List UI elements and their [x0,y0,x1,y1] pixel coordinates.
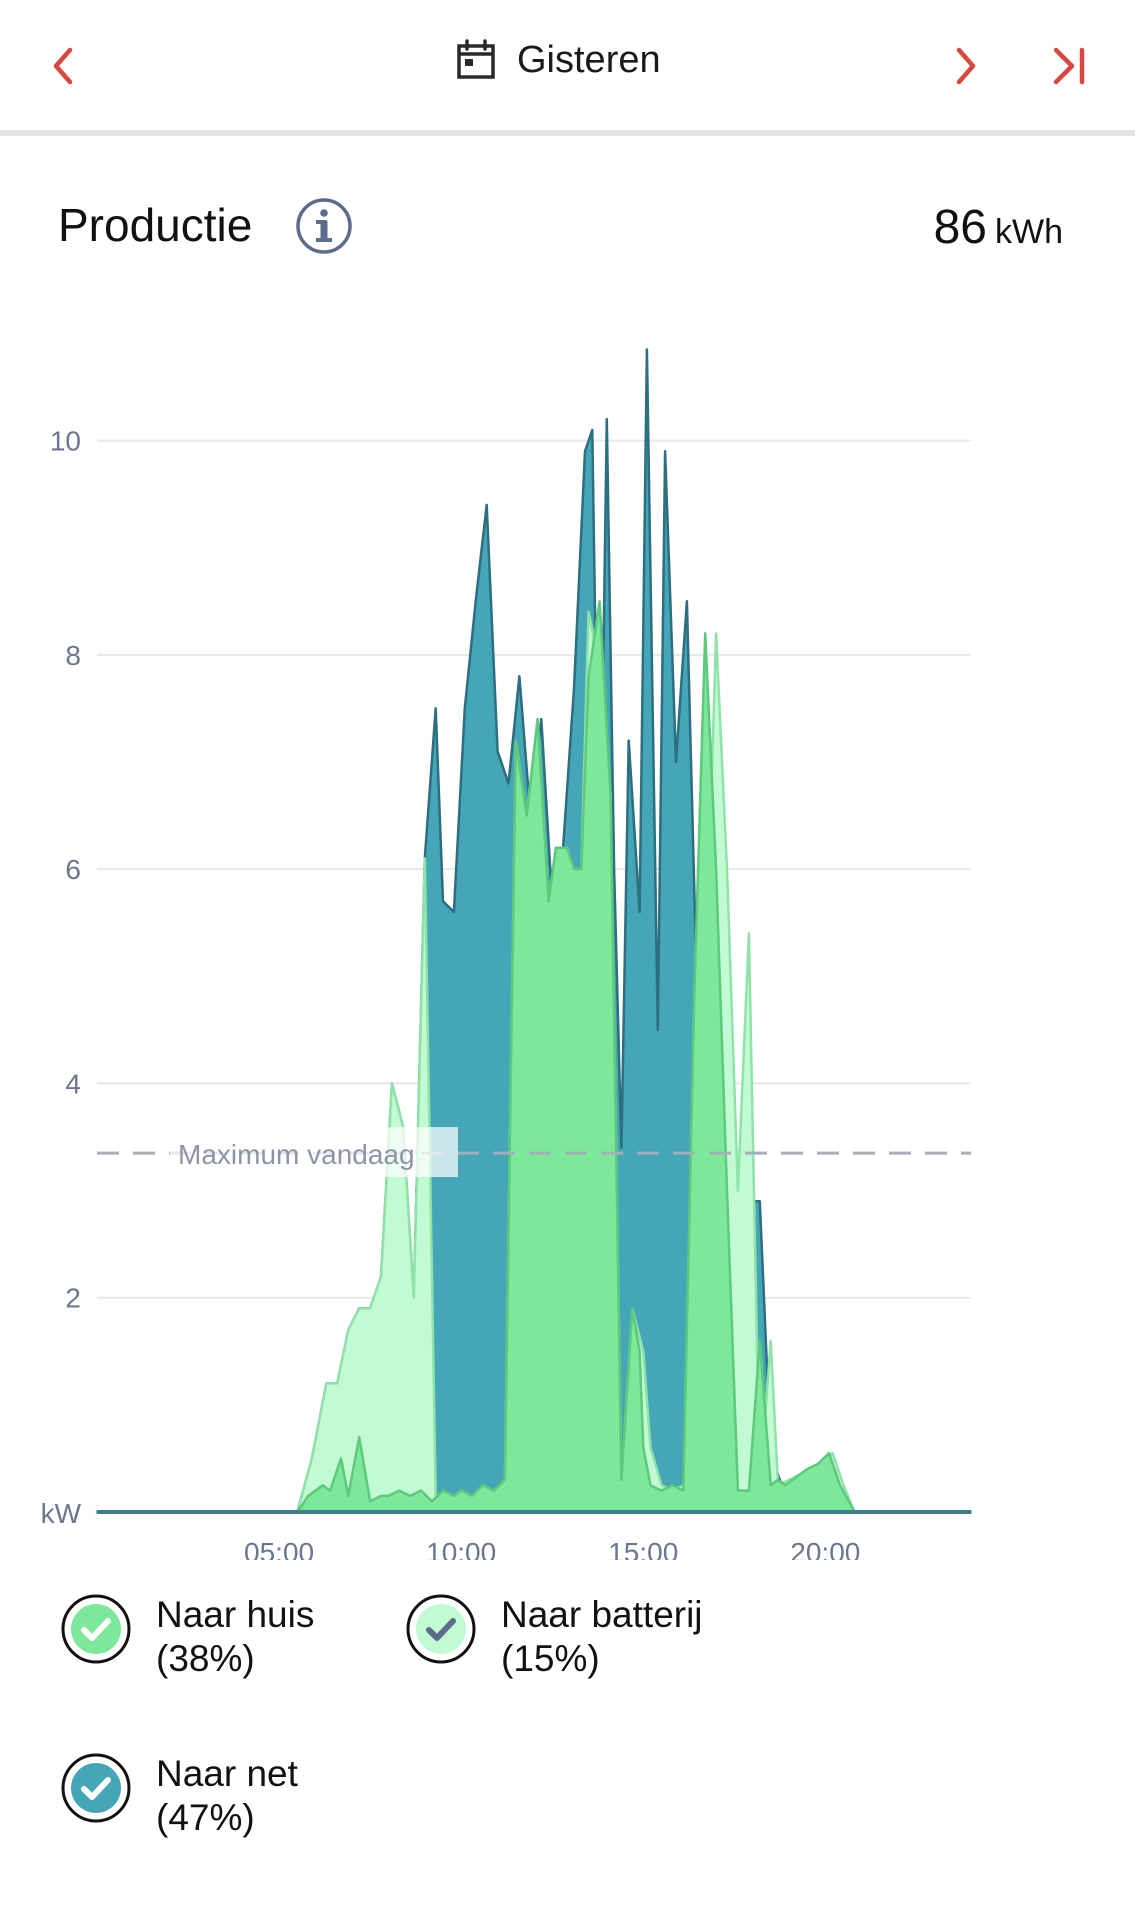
reference-label-bg [170,1127,458,1178]
y-tick-label: 6 [65,854,81,885]
y-tick-label: 8 [65,640,81,671]
production-total: 86 kWh [934,200,1063,255]
legend-item-naar-huis[interactable]: Naar huis (38%) [60,1593,314,1681]
info-icon[interactable] [294,196,354,256]
total-value: 86 [933,201,987,254]
top-bar: Gisteren [0,0,1135,130]
previous-day-button[interactable] [34,36,94,96]
last-day-button[interactable] [1040,36,1100,96]
date-selector[interactable]: Gisteren [455,30,661,90]
calendar-icon [457,39,495,79]
header-divider [0,130,1135,136]
y-tick-label: 10 [50,426,81,457]
legend-percentage: (38%) [156,1638,255,1679]
y-tick-label: 4 [65,1068,81,1099]
check-circle-icon [406,1594,476,1664]
check-circle-icon [61,1753,131,1823]
y-unit-label: kW [41,1498,82,1529]
y-tick-label: 2 [65,1283,81,1314]
x-tick-label: 20:00 [790,1537,860,1560]
legend-percentage: (15%) [501,1638,600,1679]
next-day-button[interactable] [935,36,995,96]
chevron-right-icon [956,47,976,85]
skip-to-end-icon [1053,47,1085,85]
legend-label: Naar batterij [501,1594,703,1635]
x-tick-label: 05:00 [244,1537,314,1560]
x-tick-label: 15:00 [608,1537,678,1560]
date-title: Gisteren [517,38,661,81]
production-chart: 10 8 6 4 2 Maximum vandaag kW 05:00 10:00 15:00 20… [41,348,973,1560]
total-unit: kWh [995,213,1063,251]
legend-percentage: (47%) [156,1797,255,1838]
chevron-left-icon [53,47,73,85]
legend-item-naar-net[interactable]: Naar net (47%) [60,1752,298,1840]
legend-item-naar-batterij[interactable]: Naar batterij (15%) [405,1593,703,1681]
legend-label: Naar net [156,1753,298,1794]
check-circle-icon [61,1594,131,1664]
reference-line-label: Maximum vandaag [178,1139,415,1170]
legend-label: Naar huis [156,1594,315,1635]
x-tick-label: 10:00 [426,1537,496,1560]
section-title: Productie [58,199,253,251]
series-area-naar-huis [95,600,973,1514]
